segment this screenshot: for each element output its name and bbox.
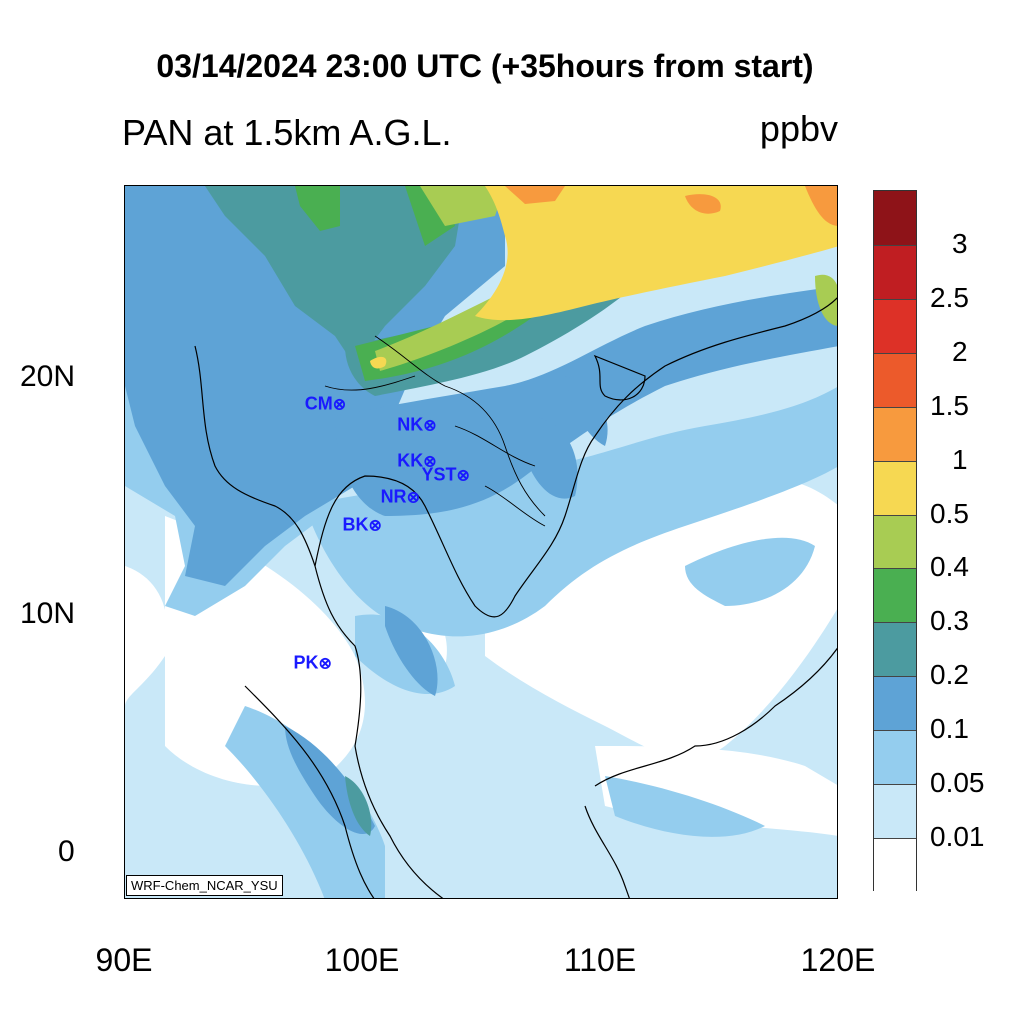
station-label: KK	[397, 450, 424, 471]
colorbar-label: 2.5	[930, 281, 969, 313]
colorbar-segment	[874, 352, 916, 407]
colorbar-segment	[874, 730, 916, 785]
station-marker-yst: YST⊗	[422, 465, 470, 486]
station-marker-pk: PK⊗	[293, 653, 331, 674]
station-marker-cm: CM⊗	[305, 393, 346, 414]
station-marker-nr: NR⊗	[381, 486, 420, 507]
station-symbol-icon: ⊗	[423, 417, 437, 435]
colorbar	[873, 190, 917, 892]
units-label: ppbv	[759, 108, 838, 149]
station-label: NK	[397, 414, 424, 435]
colorbar-label: 1.5	[930, 389, 969, 421]
concentration-field	[125, 186, 837, 898]
colorbar-label: 3	[952, 227, 968, 259]
map-panel	[124, 185, 838, 899]
colorbar-segment	[874, 298, 916, 353]
colorbar-segment	[874, 568, 916, 623]
station-marker-nk: NK⊗	[397, 415, 436, 436]
station-label: NR	[380, 486, 407, 507]
colorbar-segment	[874, 676, 916, 731]
station-symbol-icon: ⊗	[406, 489, 420, 507]
colorbar-segment	[874, 622, 916, 677]
x-tick-label: 90E	[95, 942, 153, 978]
colorbar-segment	[874, 191, 916, 245]
y-tick-label: 20N	[20, 360, 76, 393]
x-tick-label: 120E	[800, 942, 876, 978]
station-symbol-icon: ⊗	[368, 517, 382, 535]
y-tick-label: 10N	[20, 597, 76, 630]
colorbar-label: 0.1	[930, 713, 969, 745]
colorbar-label: 0.4	[930, 551, 969, 583]
colorbar-label: 0.01	[930, 821, 985, 853]
station-label: YST	[421, 464, 457, 485]
x-tick-label: 110E	[563, 942, 637, 978]
colorbar-label: 0.05	[930, 767, 985, 799]
colorbar-segment	[874, 514, 916, 569]
colorbar-segment	[874, 406, 916, 461]
colorbar-label: 0.2	[930, 659, 969, 691]
station-marker-kk: KK⊗	[397, 451, 436, 472]
colorbar-label: 0.3	[930, 605, 969, 637]
figure-title: 03/14/2024 23:00 UTC (+35hours from star…	[156, 48, 814, 84]
station-symbol-icon: ⊗	[332, 396, 347, 414]
x-tick-label: 100E	[324, 942, 400, 978]
variable-label: PAN at 1.5km A.G.L.	[122, 112, 452, 153]
station-symbol-icon: ⊗	[456, 467, 470, 485]
station-symbol-icon: ⊗	[318, 655, 332, 673]
model-credit: WRF-Chem_NCAR_YSU	[126, 875, 283, 896]
colorbar-label: 0.5	[930, 497, 969, 529]
station-symbol-icon: ⊗	[423, 453, 437, 471]
colorbar-segment	[874, 838, 916, 892]
y-tick-label: 0	[58, 835, 75, 868]
colorbar-segment	[874, 460, 916, 515]
colorbar-segment	[874, 784, 916, 839]
station-marker-bk: BK⊗	[342, 515, 381, 536]
station-label: CM	[304, 393, 333, 414]
colorbar-segment	[874, 244, 916, 299]
station-label: BK	[342, 514, 369, 535]
station-label: PK	[293, 652, 319, 673]
colorbar-label: 1	[952, 443, 968, 475]
colorbar-label: 2	[952, 335, 968, 367]
